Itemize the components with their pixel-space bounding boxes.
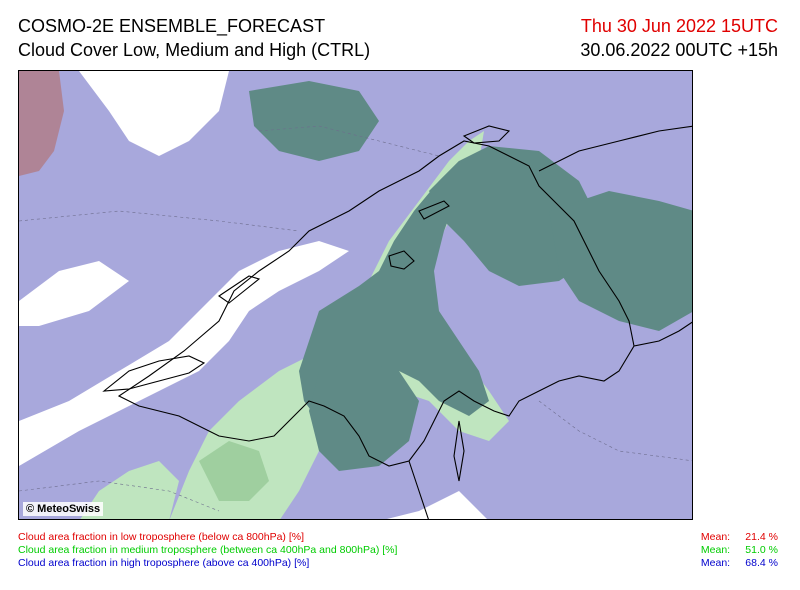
valid-date: Thu 30 Jun 2022 15UTC [580, 16, 778, 36]
clear-patch-northwest [19, 261, 129, 326]
region-boundaries [19, 125, 692, 512]
low-cloud-tint-west [19, 71, 64, 176]
mean-medium-label: Mean: [700, 544, 731, 556]
mixed-cloud-ticino [309, 361, 419, 471]
mixed-cloud-north [249, 81, 379, 161]
mean-medium-row: Mean: 51.0 % [690, 544, 778, 557]
region-line-1 [19, 210, 300, 232]
map-title: COSMO-2E ENSEMBLE_FORECAST Cloud Cover L… [18, 14, 370, 62]
mean-low-label: Mean: [700, 531, 731, 543]
region-line-2 [258, 125, 440, 157]
lake-neuchatel [218, 275, 261, 304]
valid-time-block: Thu 30 Jun 2022 15UTC 30.06.2022 00UTC +… [580, 14, 778, 62]
medium-cloud-south [80, 461, 179, 519]
region-line-3 [19, 480, 220, 512]
mixed-cloud-east [549, 191, 692, 331]
title-model: COSMO-2E ENSEMBLE_FORECAST [18, 16, 326, 36]
mean-high-value: 68.4 % [745, 557, 778, 569]
title-field: Cloud Cover Low, Medium and High (CTRL) [18, 40, 371, 60]
lake-maggiore [453, 420, 465, 482]
mean-medium-value: 51.0 % [745, 544, 778, 556]
border-south [408, 460, 429, 519]
mixed-cloud-alps [299, 161, 489, 421]
lake-geneva [102, 355, 206, 392]
mean-high-label: Mean: [700, 557, 731, 569]
border-ne [538, 125, 692, 172]
run-info: 30.06.2022 00UTC +15h [580, 40, 778, 60]
clear-band-west [19, 241, 349, 466]
meteoswiss-credit: © MeteoSwiss [23, 502, 104, 516]
mean-low-row: Mean: 21.4 % [690, 531, 778, 544]
mean-values: Mean: 21.4 % Mean: 51.0 % Mean: 68.4 % [690, 531, 778, 570]
cloud-cover-map: © MeteoSwiss [18, 70, 693, 520]
border-east [633, 321, 692, 347]
lake-lucerne [388, 250, 415, 270]
map-canvas [19, 71, 692, 519]
swiss-border [117, 140, 635, 467]
lake-zurich [418, 200, 450, 220]
legend-medium: Cloud area fraction in medium tropospher… [18, 544, 398, 556]
region-line-4 [538, 400, 692, 462]
medium-cloud-patch-southwest [199, 441, 269, 501]
legend-high: Cloud area fraction in high troposphere … [18, 557, 310, 569]
mean-low-value: 21.4 % [745, 531, 778, 543]
legend: Cloud area fraction in low troposphere (… [18, 531, 397, 570]
clear-area-north [79, 71, 229, 156]
mean-high-row: Mean: 68.4 % [690, 557, 778, 570]
legend-low: Cloud area fraction in low troposphere (… [18, 531, 304, 543]
lake-constance [462, 125, 511, 144]
country-borders [102, 125, 692, 519]
